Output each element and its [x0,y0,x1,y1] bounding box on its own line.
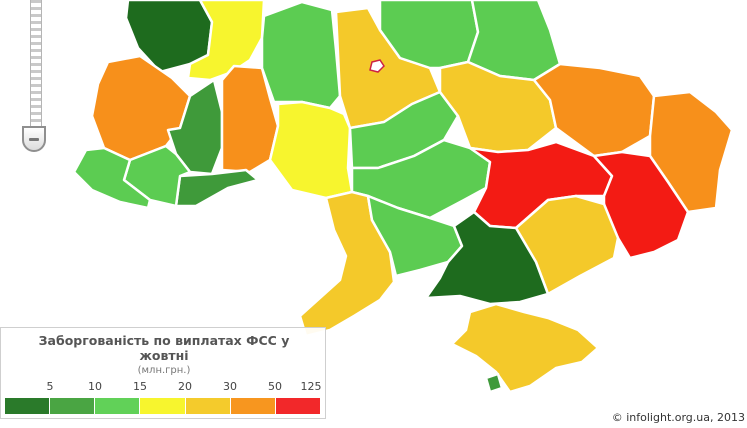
zoom-slider-track[interactable] [30,0,42,128]
region-sevastopol[interactable] [486,374,502,392]
region-zhytomyr[interactable] [262,2,340,108]
legend-swatch [5,398,50,414]
legend-title: Заборгованість по виплатах ФСС у жовтні [1,333,327,363]
legend-ticks: 5 10 15 20 30 50 125 [5,380,321,394]
copyright-text: © infolight.org.ua, 2013 [612,411,745,424]
legend-title-line2: жовтні [1,348,327,363]
legend-tick: 50 [255,380,295,393]
region-vinnytsia[interactable] [270,102,352,198]
legend-tick: 125 [291,380,331,393]
region-chernivtsi[interactable] [176,170,258,206]
legend-swatch [276,398,321,414]
map-legend: Заборгованість по виплатах ФСС у жовтні … [0,327,326,419]
legend-tick: 15 [120,380,160,393]
zoom-out-button[interactable] [22,126,46,152]
legend-tick: 30 [210,380,250,393]
legend-swatch [231,398,276,414]
legend-title-line1: Заборгованість по виплатах ФСС у [1,333,327,348]
minus-icon [29,138,39,141]
legend-swatch [186,398,231,414]
legend-swatch [50,398,95,414]
legend-swatches [5,398,321,414]
legend-unit: (млн.грн.) [1,365,327,376]
legend-swatch [95,398,140,414]
legend-tick: 5 [30,380,70,393]
region-crimea[interactable] [452,304,598,392]
legend-swatch [140,398,185,414]
legend-tick: 10 [75,380,115,393]
legend-tick: 20 [165,380,205,393]
